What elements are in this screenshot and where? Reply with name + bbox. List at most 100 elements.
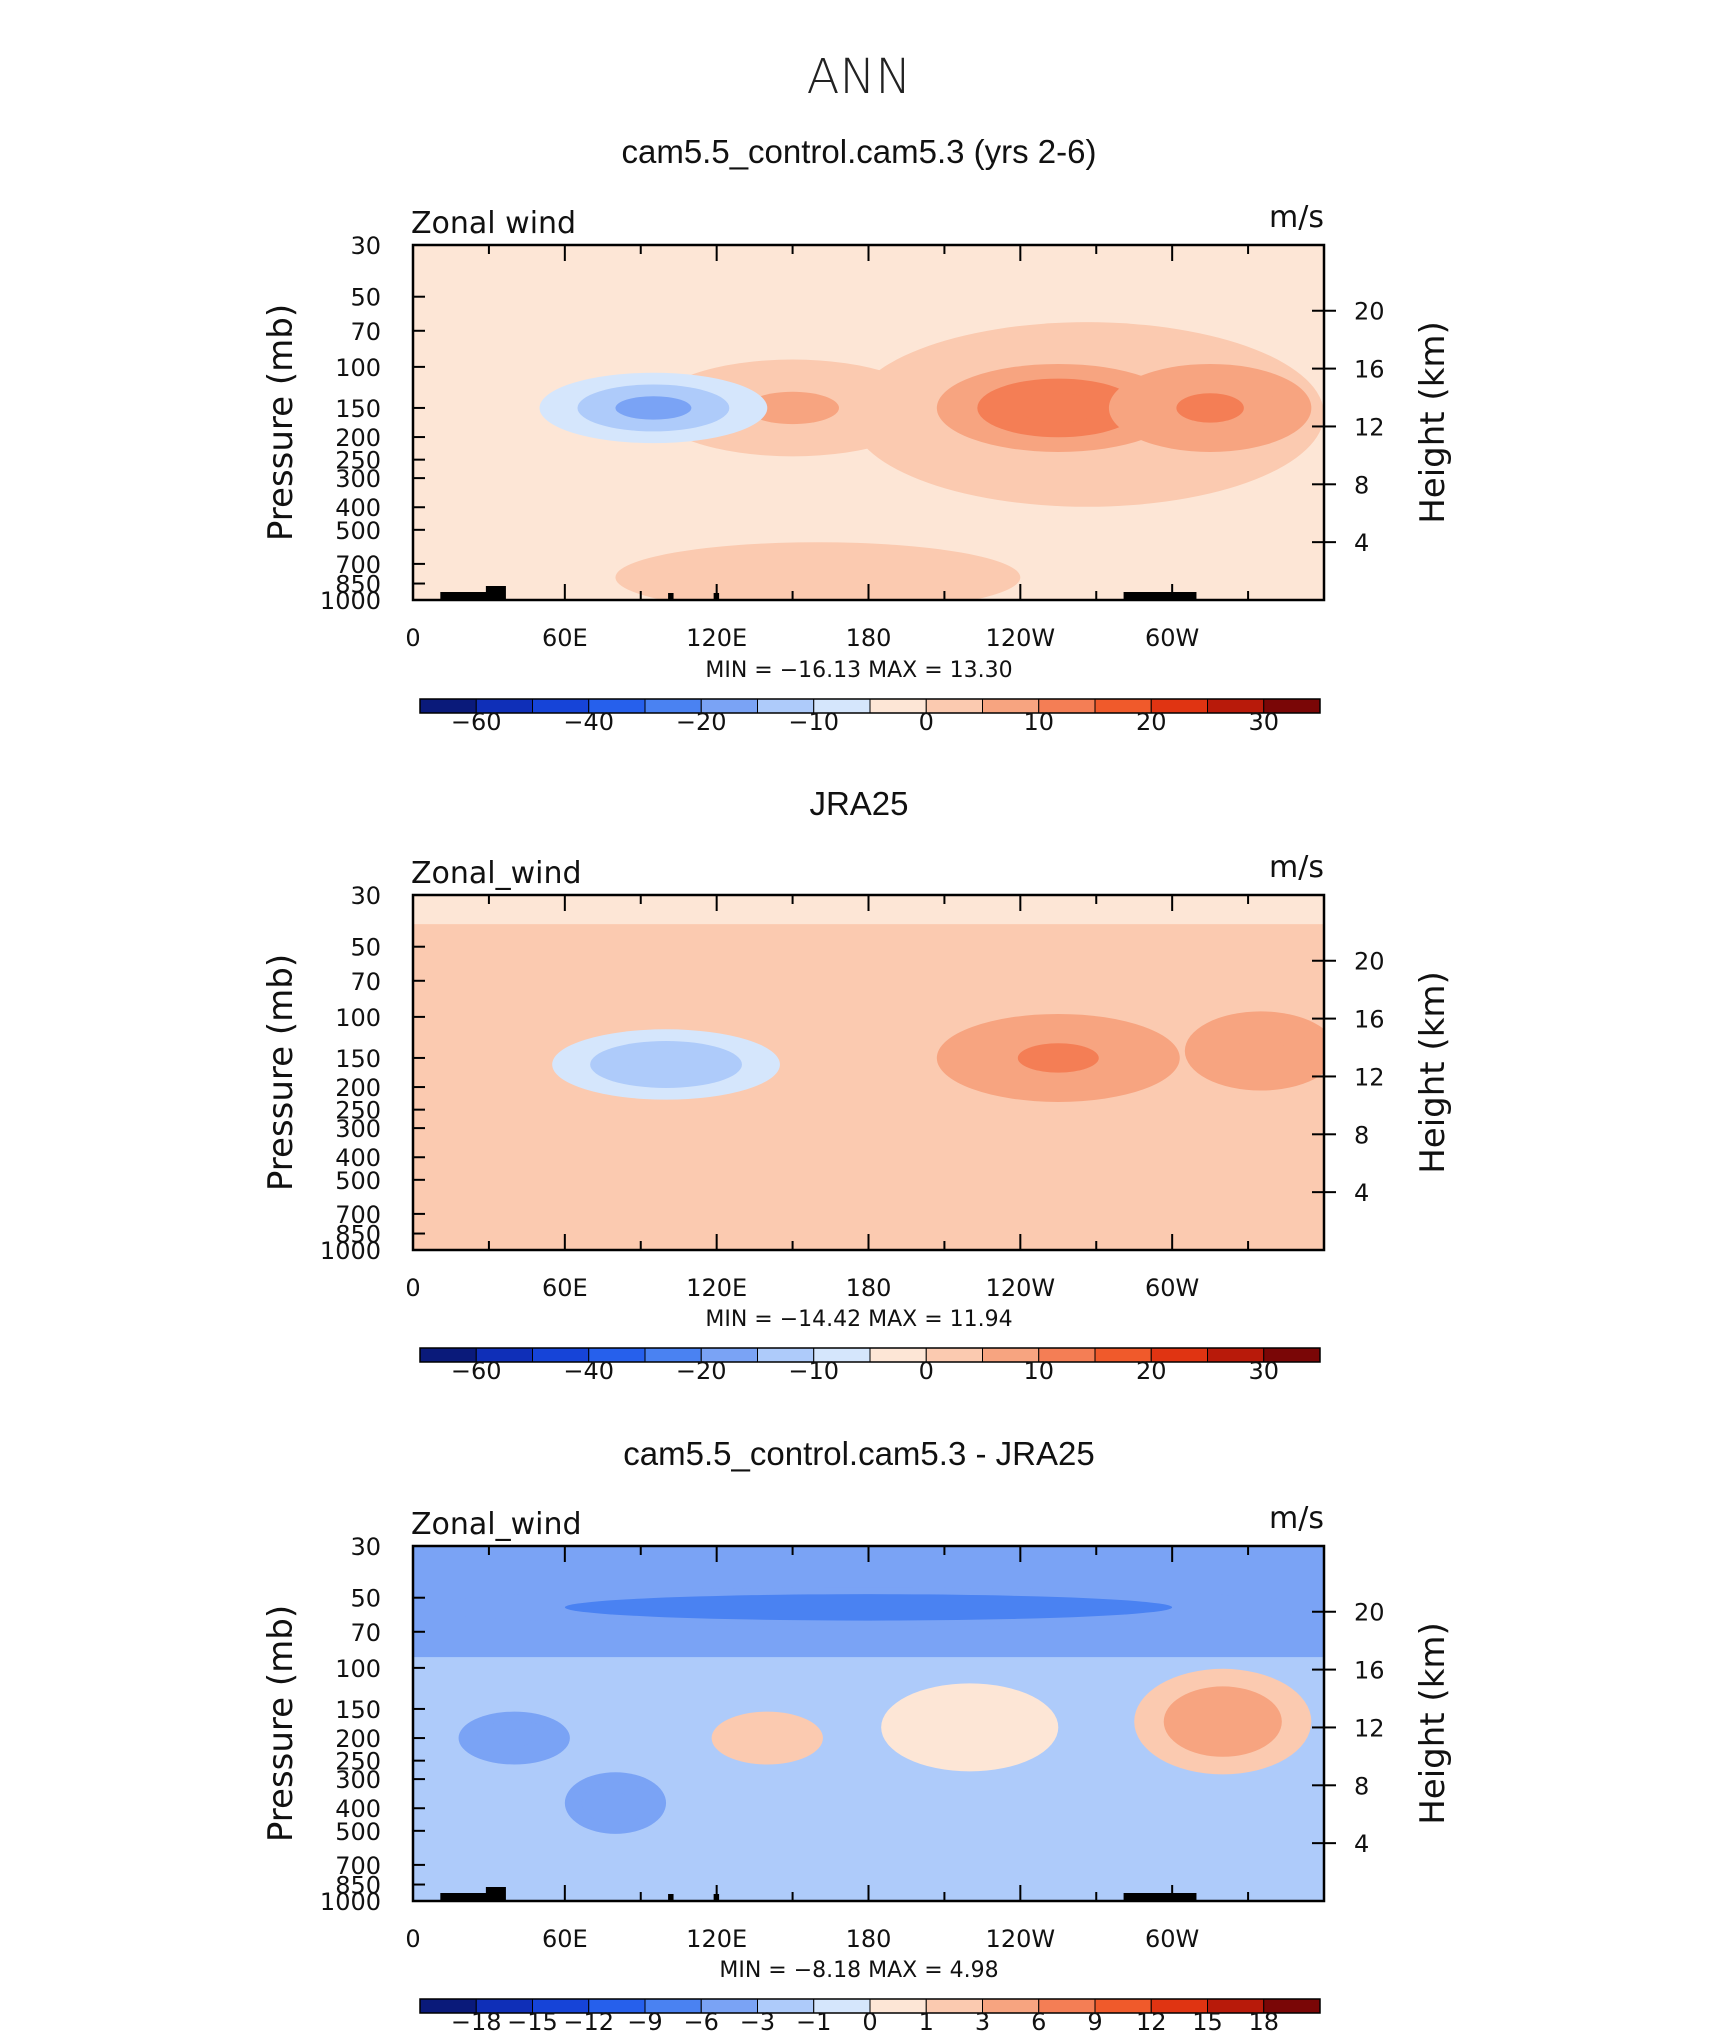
y2-tick-label: 12 (1354, 1063, 1385, 1091)
colorbar-label: 30 (1248, 708, 1279, 736)
contour-field (413, 322, 1324, 600)
colorbar-label: 0 (919, 708, 934, 736)
colorbar-label: −20 (676, 1357, 727, 1385)
colorbar-label: −60 (451, 708, 502, 736)
y-tick-label: 850 (335, 1872, 381, 1900)
contour-feature-1 (1017, 1043, 1099, 1073)
topography-block (668, 593, 674, 600)
y-tick-label: 250 (335, 1748, 381, 1776)
contour-feature-4 (615, 396, 692, 420)
y-tick-label: 1000 (320, 587, 381, 615)
topography-block (440, 1893, 495, 1901)
y-tick-label: 30 (350, 232, 381, 260)
y2-tick-label: 16 (1354, 1657, 1385, 1685)
y2-tick-label: 16 (1354, 356, 1385, 384)
units-label: m/s (1269, 1501, 1324, 1536)
y-axis-title: Pressure (mb) (261, 954, 301, 1191)
colorbar-label: 18 (1248, 2008, 1279, 2036)
colorbar-label: 0 (919, 1357, 934, 1385)
y-tick-label: 400 (335, 1795, 381, 1823)
y-tick-label: 30 (350, 882, 381, 910)
y-tick-label: 100 (335, 1004, 381, 1032)
y2-tick-label: 20 (1354, 1599, 1385, 1627)
y2-tick-label: 20 (1354, 298, 1385, 326)
y-tick-label: 100 (335, 1655, 381, 1683)
contour-feature-3 (495, 1729, 533, 1747)
y2-tick-label: 16 (1354, 1006, 1385, 1034)
topography-block (485, 1887, 506, 1901)
colorbar-label: −18 (451, 2008, 502, 2036)
y-tick-label: 500 (335, 1167, 381, 1195)
colorbar-label: 3 (975, 2008, 990, 2036)
x-tick-label: 120E (686, 1925, 747, 1953)
panel-title: cam5.5_control.cam5.3 (yrs 2-6) (621, 133, 1096, 170)
contour-feature-2 (1235, 1037, 1287, 1065)
topography-block (1123, 1893, 1197, 1901)
min-max-stats: MIN = −16.13 MAX = 13.30 (705, 658, 1012, 683)
colorbar-label: 6 (1031, 2008, 1046, 2036)
y2-tick-label: 4 (1354, 1830, 1369, 1858)
colorbar-label: −10 (788, 708, 839, 736)
y-axis-title: Pressure (mb) (261, 1605, 301, 1842)
contour-field (413, 1546, 1324, 1901)
y-tick-label: 70 (350, 318, 381, 346)
contour-feature-5 (750, 565, 886, 590)
colorbar-label: −1 (796, 2008, 831, 2036)
colorbar-label: 20 (1136, 708, 1167, 736)
chart-panel-3: cam5.5_control.cam5.3 - JRA25 Zonal_wind m… (261, 1435, 1453, 2036)
panel-title: cam5.5_control.cam5.3 - JRA25 (623, 1435, 1094, 1472)
y-tick-label: 700 (335, 551, 381, 579)
field-label: Zonal_wind (411, 856, 582, 891)
x-tick-label: 120W (986, 1925, 1056, 1953)
y-tick-label: 1000 (320, 1237, 381, 1265)
y-tick-label: 250 (335, 447, 381, 475)
topography-block (485, 586, 506, 600)
colorbar-label: −60 (451, 1357, 502, 1385)
y-tick-label: 1000 (320, 1888, 381, 1916)
y-tick-label: 150 (335, 395, 381, 423)
y-tick-label: 250 (335, 1097, 381, 1125)
y2-tick-label: 8 (1354, 1121, 1369, 1149)
x-tick-label: 0 (405, 1925, 420, 1953)
colorbar-label: −12 (563, 2008, 614, 2036)
contour-feature-3 (1176, 393, 1244, 423)
y-tick-label: 850 (335, 571, 381, 599)
colorbar-label: 0 (862, 2008, 877, 2036)
colorbar-label: −3 (740, 2008, 775, 2036)
y-tick-label: 30 (350, 1533, 381, 1561)
colorbar-swatch (925, 698, 983, 714)
x-tick-label: 60W (1145, 1274, 1199, 1302)
contour-feature-2 (1017, 393, 1099, 423)
y-tick-label: 700 (335, 1201, 381, 1229)
y2-tick-label: 20 (1354, 948, 1385, 976)
x-tick-label: 180 (846, 1925, 892, 1953)
x-tick-label: 120E (686, 1274, 747, 1302)
colorbar-label: −40 (563, 1357, 614, 1385)
topography-block (440, 592, 495, 600)
y-axis-title: Pressure (mb) (261, 304, 301, 541)
field-label: Zonal wind (411, 206, 576, 241)
colorbar-label: 12 (1136, 2008, 1167, 2036)
y-tick-label: 300 (335, 1766, 381, 1794)
y-tick-label: 700 (335, 1852, 381, 1880)
y-tick-label: 300 (335, 465, 381, 493)
x-tick-label: 60E (542, 1274, 588, 1302)
units-label: m/s (1269, 850, 1324, 885)
colorbar-label: 10 (1023, 708, 1054, 736)
x-tick-label: 60E (542, 624, 588, 652)
colorbar-frame (419, 1998, 1321, 2014)
x-tick-label: 120W (986, 1274, 1056, 1302)
topography-block (668, 1894, 674, 1901)
contour-feature-5 (748, 1729, 786, 1747)
x-tick-label: 0 (405, 1274, 420, 1302)
colorbar-label: −40 (563, 708, 614, 736)
y2-tick-label: 12 (1354, 413, 1385, 441)
colorbar-label: −20 (676, 708, 727, 736)
min-max-stats: MIN = −8.18 MAX = 4.98 (719, 1958, 998, 1983)
x-tick-label: 60W (1145, 624, 1199, 652)
x-tick-label: 120W (986, 624, 1056, 652)
page-title: ANN (807, 49, 912, 105)
colorbar-label: −9 (627, 2008, 662, 2036)
